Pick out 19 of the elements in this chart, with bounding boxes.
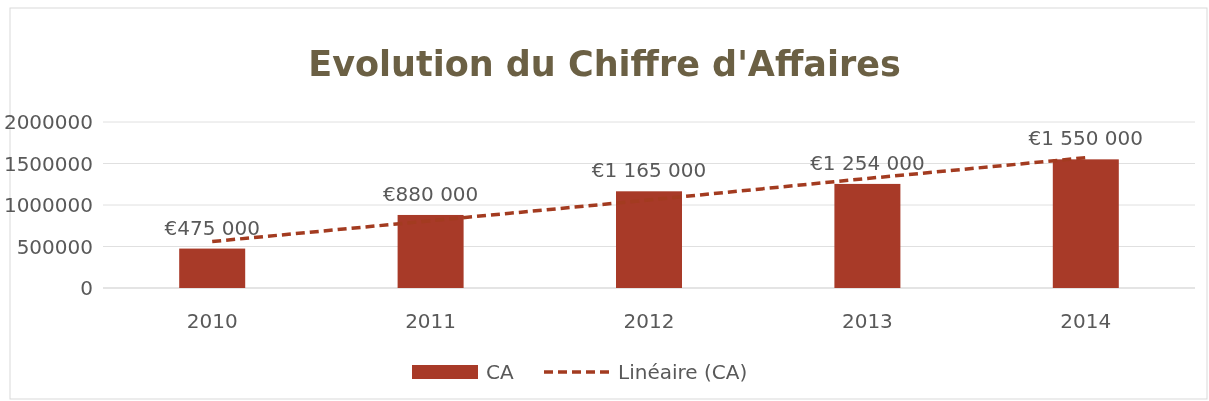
data-label: €880 000	[382, 181, 479, 206]
y-tick-label: 2000000	[3, 110, 93, 134]
x-tick-label: 2013	[841, 309, 893, 333]
x-tick-label: 2011	[405, 309, 457, 333]
x-tick-label: 2014	[1060, 309, 1112, 333]
chart-title: Evolution du Chiffre d'Affaires	[308, 44, 901, 84]
data-label: €1 254 000	[810, 150, 925, 175]
y-tick-label: 500000	[16, 234, 93, 259]
data-label: €1 550 000	[1028, 126, 1144, 151]
y-tick-label: 0	[80, 276, 93, 300]
x-tick-label: 2010	[186, 309, 238, 333]
legend-label: CA	[486, 360, 514, 384]
y-tick-label: 1000000	[3, 193, 93, 217]
x-tick-label: 2012	[623, 309, 675, 333]
bar	[179, 248, 246, 288]
data-label: €1 165 000	[591, 158, 707, 183]
data-label: €475 000	[164, 215, 260, 240]
legend-label: Linéaire (CA)	[618, 360, 748, 384]
y-tick-label: 1500000	[3, 151, 93, 176]
